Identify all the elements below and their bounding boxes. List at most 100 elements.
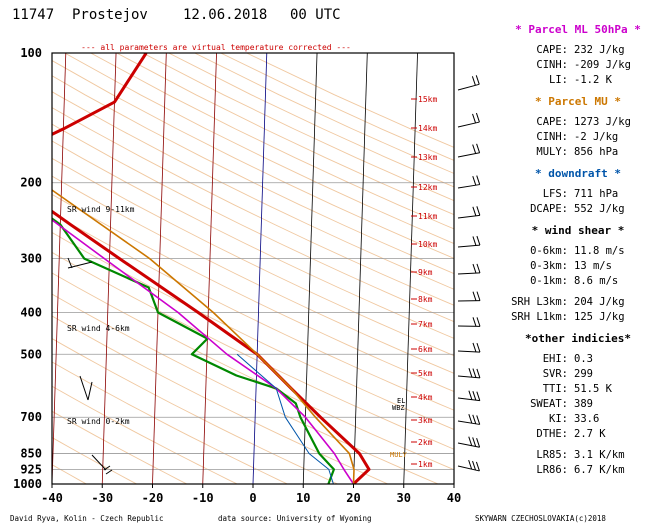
- wind-barb-flag: [472, 437, 477, 447]
- sr-wind-stick: [105, 469, 113, 475]
- temperature-line: [52, 53, 371, 484]
- mu-muly-label: MULY:: [536, 146, 568, 158]
- dry-adiabat-line: [52, 193, 454, 392]
- ot-ehi-value: 0.3: [574, 353, 593, 365]
- ws-01-row: 0-1km: 8.6 m/s: [494, 274, 662, 289]
- mu-cinh-value: -2 J/kg: [574, 131, 619, 143]
- wind-barb: [457, 83, 480, 91]
- dry-adiabat-line: [52, 91, 454, 290]
- wind-barb: [457, 272, 480, 275]
- wind-barb-flag: [468, 414, 473, 424]
- height-label: 10km: [418, 240, 437, 249]
- dry-adiabat-line: [52, 175, 454, 374]
- lr86-row: LR86: 6.7 K/km: [494, 463, 662, 478]
- ot-dthe-row: DTHE: 2.7 K: [494, 427, 662, 442]
- wind-barb-flag: [476, 368, 481, 379]
- wind-barb-flag: [472, 342, 477, 353]
- dry-adiabat-line: [64, 53, 454, 245]
- wind-barb: [457, 152, 480, 158]
- dry-adiabat-line: [52, 212, 454, 411]
- wbz-marker: WBZ: [392, 404, 405, 412]
- wind-barb-flag: [476, 342, 481, 353]
- ws-03-value: 13 m/s: [574, 260, 612, 272]
- x-tick-label: -10: [192, 491, 214, 505]
- ml-cinh-value: -209 J/kg: [574, 59, 631, 71]
- srh-l1-label: SRH L1km:: [511, 311, 568, 323]
- ws-06-value: 11.8 m/s: [574, 245, 625, 257]
- dry-adiabat-line: [52, 272, 454, 471]
- sr-wind-stick: [67, 261, 93, 269]
- ml-cape-label: CAPE:: [536, 44, 568, 56]
- isotherm-line: [202, 53, 217, 484]
- ot-ehi-row: EHI: 0.3: [494, 352, 662, 367]
- ot-svr-row: SVR: 299: [494, 367, 662, 382]
- isotherm-line: [1, 43, 15, 493]
- dry-adiabat-line: [52, 385, 239, 484]
- ot-tti-value: 51.5 K: [574, 383, 612, 395]
- lr85-value: 3.1 K/km: [574, 449, 625, 461]
- dry-adiabat-line: [52, 338, 339, 484]
- wind-barb-flag: [472, 291, 477, 301]
- sounding-time: 00 UTC: [290, 7, 341, 23]
- ot-ki-label: KI:: [549, 413, 568, 425]
- wind-barb-flag: [476, 317, 481, 327]
- dry-adiabat-line: [52, 157, 454, 357]
- ot-dthe-label: DTHE:: [536, 428, 568, 440]
- lr86-value: 6.7 K/km: [574, 464, 625, 476]
- el-marker: EL: [397, 397, 405, 405]
- profile-lines: [52, 53, 371, 484]
- ot-sweat-value: 389: [574, 398, 593, 410]
- mu-parcel-title: * Parcel MU *: [534, 95, 622, 108]
- wind-barb-flag: [472, 236, 477, 246]
- x-tick-label: 40: [447, 491, 461, 505]
- lr86-label: LR86:: [536, 464, 568, 476]
- height-label: 1km: [418, 460, 433, 469]
- dry-adiabat-line: [52, 251, 454, 450]
- height-labels: 15km 14km 13km 12km 11km 10km 9km 8km 7km 6km 5km 4…: [411, 95, 437, 469]
- wind-barb: [457, 420, 480, 425]
- wind-barb-flag: [472, 368, 477, 378]
- sounding-date: 12.06.2018: [183, 7, 267, 23]
- pressure-tick-label: 100: [20, 46, 42, 60]
- ot-ki-value: 33.6: [574, 413, 600, 425]
- dry-adiabat-line: [52, 410, 188, 484]
- dry-adiabat-line: [52, 361, 289, 484]
- wind-barb: [457, 397, 480, 402]
- dry-adiabat-line: [0, 53, 52, 493]
- pressure-tick-label: 400: [20, 305, 42, 319]
- dd-dcape-row: DCAPE: 552 J/kg: [494, 202, 662, 217]
- wind-barb-flag: [476, 143, 481, 153]
- mu-muly-row: MULY: 856 hPa: [494, 145, 662, 160]
- wind-barb: [457, 465, 480, 472]
- ml-parcel-title: * Parcel ML 50hPa *: [515, 23, 641, 36]
- lr85-label: LR85:: [536, 449, 568, 461]
- ot-svr-value: 299: [574, 368, 593, 380]
- isotherm-line: [101, 53, 117, 484]
- pressure-tick-label: 500: [20, 347, 42, 361]
- wind-barb: [457, 244, 480, 248]
- station-name: Prostejov: [72, 7, 148, 23]
- isotherm-line: [152, 53, 167, 484]
- ot-ehi-label: EHI:: [542, 353, 568, 365]
- wind-barb-flag: [471, 76, 476, 86]
- isotherms: [1, 43, 454, 493]
- ml-cape-row: CAPE: 232 J/kg: [494, 43, 662, 58]
- height-label: 14km: [418, 124, 437, 133]
- wind-barb-flag: [472, 391, 477, 401]
- height-label: 9km: [418, 268, 433, 277]
- height-label: 2km: [418, 438, 433, 447]
- dry-adiabat-line: [52, 232, 454, 430]
- sr-wind-stick: [79, 375, 89, 401]
- wind-barb-flag: [468, 368, 473, 378]
- dd-lfs-row: LFS: 711 hPa: [494, 187, 662, 202]
- ws-03-label: 0-3km:: [530, 260, 568, 272]
- wind-barb: [457, 350, 480, 353]
- ml-cinh-row: CINH: -209 J/kg: [494, 58, 662, 73]
- x-tick-label: 10: [296, 491, 310, 505]
- height-label: 8km: [418, 295, 433, 304]
- ws-03-row: 0-3km: 13 m/s: [494, 259, 662, 274]
- pressure-tick-label: 1000: [13, 477, 42, 491]
- srh-l1-row: SRH L1km: 125 J/kg: [494, 310, 662, 325]
- wind-barb-flag: [472, 113, 477, 124]
